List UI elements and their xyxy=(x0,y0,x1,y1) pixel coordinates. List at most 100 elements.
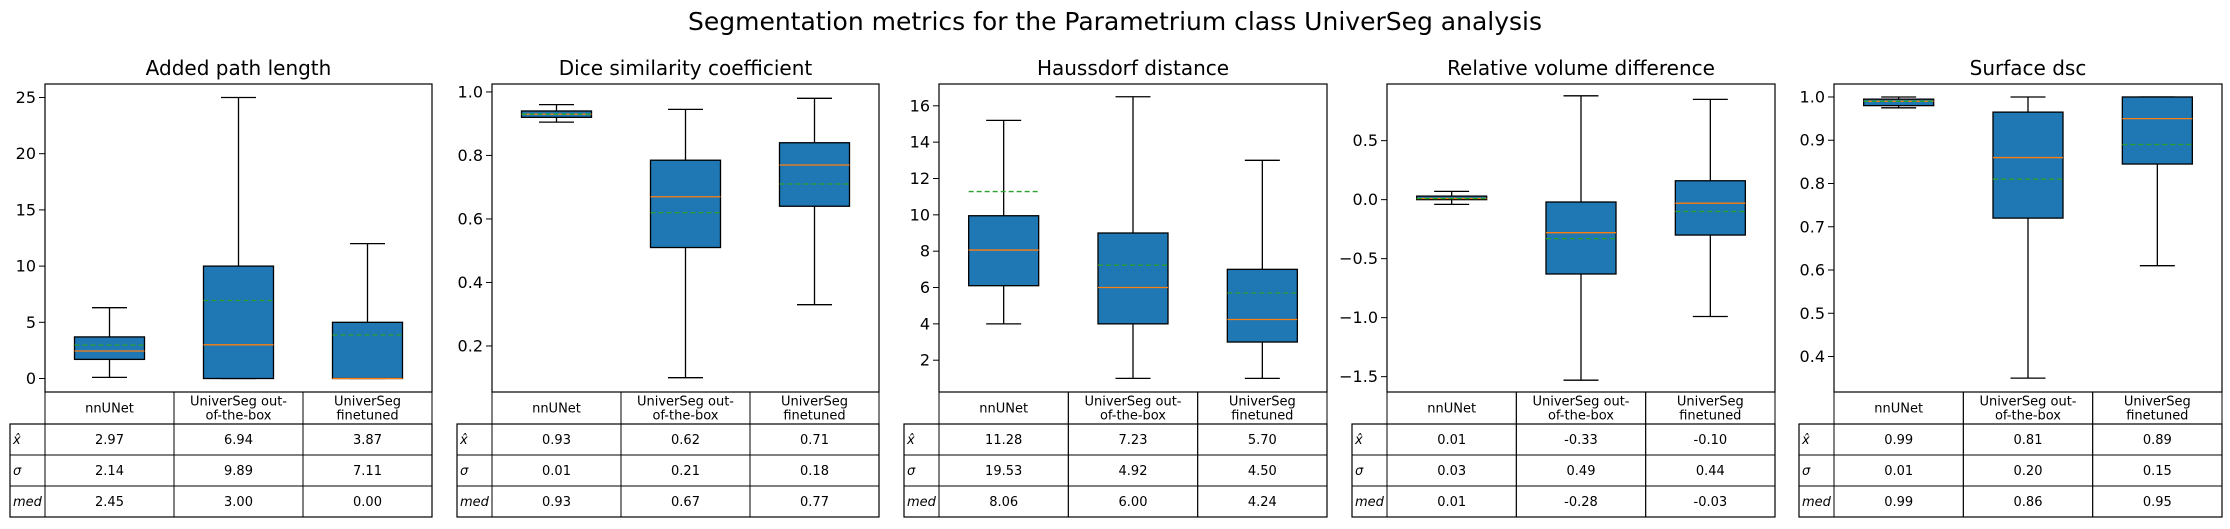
box-iqr xyxy=(1226,268,1298,343)
table-body-frame xyxy=(1351,423,1776,518)
column-header: nnUNet xyxy=(979,402,1028,417)
box-3 xyxy=(331,242,404,380)
y-tick-label: 0.0 xyxy=(1353,190,1378,209)
row-label: σ xyxy=(907,464,916,479)
table-value: 0.01 xyxy=(1884,464,1913,479)
box-iqr xyxy=(331,321,404,380)
column-header: nnUNet xyxy=(1427,402,1476,417)
table-value: 0.20 xyxy=(2014,464,2043,479)
table-value: 6.94 xyxy=(224,433,253,448)
table-value: 0.77 xyxy=(800,495,829,510)
box-2 xyxy=(1545,95,1617,381)
table-value: 0.03 xyxy=(1437,464,1466,479)
box-3 xyxy=(1226,159,1298,380)
row-label: med xyxy=(460,495,490,510)
y-tick-label: 4 xyxy=(920,314,930,333)
row-label: x̂ xyxy=(1354,433,1363,448)
row-label: σ xyxy=(460,464,469,479)
row-label: med xyxy=(13,495,43,510)
table-value: 6.00 xyxy=(1119,495,1148,510)
column-header: nnUNet xyxy=(1874,402,1923,417)
column-header: UniverSeg xyxy=(1677,395,1744,410)
table-value: 0.44 xyxy=(1696,464,1725,479)
y-tick-label: 1.0 xyxy=(458,82,483,101)
table-value: 4.50 xyxy=(1248,464,1277,479)
box-iqr xyxy=(1992,111,2064,219)
table-value: 11.28 xyxy=(985,433,1022,448)
box-1 xyxy=(1863,96,1935,109)
y-tick-label: 12 xyxy=(910,169,930,188)
table-value: 0.62 xyxy=(671,433,700,448)
table-value: 3.00 xyxy=(224,495,253,510)
row-label: med xyxy=(907,495,937,510)
box-3 xyxy=(1674,98,1746,318)
row-label: σ xyxy=(13,464,22,479)
figure-suptitle: Segmentation metrics for the Parametrium… xyxy=(688,7,1542,36)
y-tick-label: 0.8 xyxy=(1800,174,1825,193)
column-header: nnUNet xyxy=(532,402,581,417)
box-iqr xyxy=(1863,98,1935,107)
box-1 xyxy=(1416,190,1488,206)
box-3 xyxy=(2121,96,2193,267)
column-header: UniverSeg xyxy=(2124,395,2191,410)
y-tick-label: 0.8 xyxy=(458,146,483,165)
y-tick-label: 8 xyxy=(920,242,930,261)
table-value: 0.49 xyxy=(1567,464,1596,479)
table-value: 0.93 xyxy=(542,433,571,448)
panel-5: Surface dsc 0.4 0.5 0.6 0.7 0.8 0.9 1.0 nnUNet Un… xyxy=(1798,56,2223,518)
row-label: x̂ xyxy=(459,433,468,448)
table-value: 0.86 xyxy=(2014,495,2043,510)
table-value: -0.33 xyxy=(1564,433,1598,448)
table-value: 8.06 xyxy=(989,495,1018,510)
box-iqr xyxy=(649,159,722,249)
table-value: 3.87 xyxy=(353,433,382,448)
box-3 xyxy=(778,97,851,306)
stats-table: nnUNet UniverSeg out-of-the-box UniverSegf… xyxy=(903,391,1328,518)
table-value: 0.01 xyxy=(542,464,571,479)
table-value: 0.81 xyxy=(2014,433,2043,448)
column-header: UniverSeg xyxy=(1229,395,1296,410)
table-value: 0.95 xyxy=(2143,495,2172,510)
row-label: x̂ xyxy=(906,433,915,448)
column-header: of-the-box xyxy=(205,409,271,424)
column-header: finetuned xyxy=(783,409,845,424)
stats-table: nnUNet UniverSeg out-of-the-box UniverSegf… xyxy=(456,391,880,518)
table-value: -0.03 xyxy=(1694,495,1728,510)
y-tick-label: 0.6 xyxy=(1800,261,1825,280)
box-2 xyxy=(202,96,275,380)
column-header: finetuned xyxy=(1679,409,1741,424)
table-value: 0.89 xyxy=(2143,433,2172,448)
box-iqr xyxy=(1674,180,1746,236)
table-body-frame xyxy=(903,423,1328,518)
panel-1: Added path length 0 5 10 15 20 25 nnUNet UniverS… xyxy=(9,56,433,518)
table-value: 0.00 xyxy=(353,495,382,510)
box-2 xyxy=(1992,96,2064,379)
y-tick-label: 0 xyxy=(26,369,36,388)
panel-title: Relative volume difference xyxy=(1447,56,1715,80)
column-header: nnUNet xyxy=(85,402,134,417)
table-value: 2.45 xyxy=(95,495,124,510)
y-tick-label: 0.5 xyxy=(1800,304,1825,323)
y-tick-label: −0.5 xyxy=(1339,249,1378,268)
row-label: x̂ xyxy=(1801,433,1810,448)
column-header: of-the-box xyxy=(1548,409,1614,424)
table-value: 19.53 xyxy=(985,464,1022,479)
table-value: 7.11 xyxy=(353,464,382,479)
y-tick-label: 0.2 xyxy=(458,336,483,355)
box-iqr xyxy=(2121,96,2193,165)
table-value: 0.21 xyxy=(671,464,700,479)
table-value: 0.18 xyxy=(800,464,829,479)
table-value: 0.01 xyxy=(1437,433,1466,448)
box-iqr xyxy=(202,265,275,380)
column-header: finetuned xyxy=(1231,409,1293,424)
panel-title: Haussdorf distance xyxy=(1037,56,1229,80)
panel-3: Haussdorf distance 2 4 6 8 10 12 14 16 nnUNet Univ… xyxy=(903,56,1328,518)
table-value: 0.67 xyxy=(671,495,700,510)
stats-table: nnUNet UniverSeg out-of-the-box UniverSegf… xyxy=(1798,391,2223,518)
box-2 xyxy=(649,108,722,379)
column-header: UniverSeg out- xyxy=(1532,395,1629,410)
y-tick-label: −1.5 xyxy=(1339,367,1378,386)
panel-title: Dice similarity coefficient xyxy=(559,56,813,80)
column-header: UniverSeg xyxy=(334,395,401,410)
